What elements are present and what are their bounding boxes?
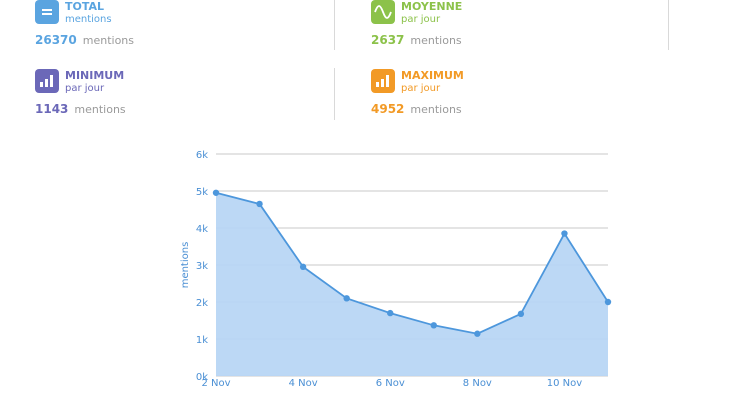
stat-title: TOTAL bbox=[65, 0, 105, 13]
x-tick-label: 6 Nov bbox=[376, 378, 405, 389]
series-line bbox=[215, 191, 609, 335]
x-tick-label: 8 Nov bbox=[463, 378, 492, 389]
stat-subtitle: mentions bbox=[65, 14, 112, 25]
stat-unit: mentions bbox=[82, 34, 135, 47]
data-point bbox=[299, 263, 307, 271]
x-tick-label: 4 Nov bbox=[289, 378, 318, 389]
stat-unit: mentions bbox=[410, 34, 462, 47]
x-tick-label: 2 Nov bbox=[201, 378, 230, 389]
data-point bbox=[343, 295, 350, 302]
data-point bbox=[604, 298, 612, 306]
stat-subtitle: par jour bbox=[401, 83, 441, 94]
x-tick-label: 10 Nov bbox=[547, 378, 583, 389]
stat-subtitle: par jour bbox=[401, 14, 441, 25]
data-point bbox=[212, 189, 220, 196]
y-tick-label: 5k bbox=[196, 187, 208, 198]
stat-unit: mentions bbox=[410, 103, 462, 116]
stat-value: 4952 bbox=[371, 102, 405, 116]
stat-title: MAXIMUM bbox=[401, 69, 464, 82]
y-tick-label: 4k bbox=[196, 224, 208, 235]
stats-panel: TOTAL mentions 26370 mentions MOYENNE par… bbox=[0, 0, 750, 125]
data-point bbox=[256, 200, 263, 208]
stat-value: 2637 bbox=[371, 33, 405, 47]
data-point bbox=[474, 330, 481, 337]
stat-unit: mentions bbox=[74, 103, 126, 116]
y-tick-label: 3k bbox=[196, 261, 208, 272]
mentions-chart: 0k 1k 2k 3k 4k 5k 6k 2 Nov 4 Nov 6 Nov 8 Nov 10 Nov… bbox=[170, 140, 620, 402]
divider bbox=[334, 68, 335, 120]
y-tick-label: 2k bbox=[196, 298, 208, 309]
bar-chart-icon bbox=[371, 69, 395, 93]
wave-icon bbox=[371, 0, 395, 24]
stat-subtitle: par jour bbox=[65, 83, 105, 94]
y-tick-label: 6k bbox=[196, 150, 208, 161]
equals-icon bbox=[35, 0, 59, 24]
divider bbox=[334, 0, 335, 50]
chart-svg: 0k 1k 2k 3k 4k 5k 6k 2 Nov 4 Nov 6 Nov 8 Nov 10 Nov… bbox=[180, 150, 612, 389]
area-fill bbox=[216, 192, 608, 376]
data-point bbox=[517, 310, 525, 318]
data-point bbox=[561, 230, 568, 237]
stat-title: MOYENNE bbox=[401, 0, 463, 13]
y-tick-label: 0k bbox=[196, 372, 208, 383]
data-point bbox=[387, 309, 394, 317]
divider bbox=[668, 0, 669, 50]
data-point bbox=[430, 322, 437, 329]
stat-title: MINIMUM bbox=[65, 69, 125, 82]
stat-value: 1143 bbox=[35, 102, 69, 116]
bar-chart-icon bbox=[35, 69, 59, 93]
y-axis-label: mentions bbox=[180, 242, 191, 289]
y-tick-label: 1k bbox=[196, 335, 208, 346]
stat-value: 26370 bbox=[35, 33, 77, 47]
